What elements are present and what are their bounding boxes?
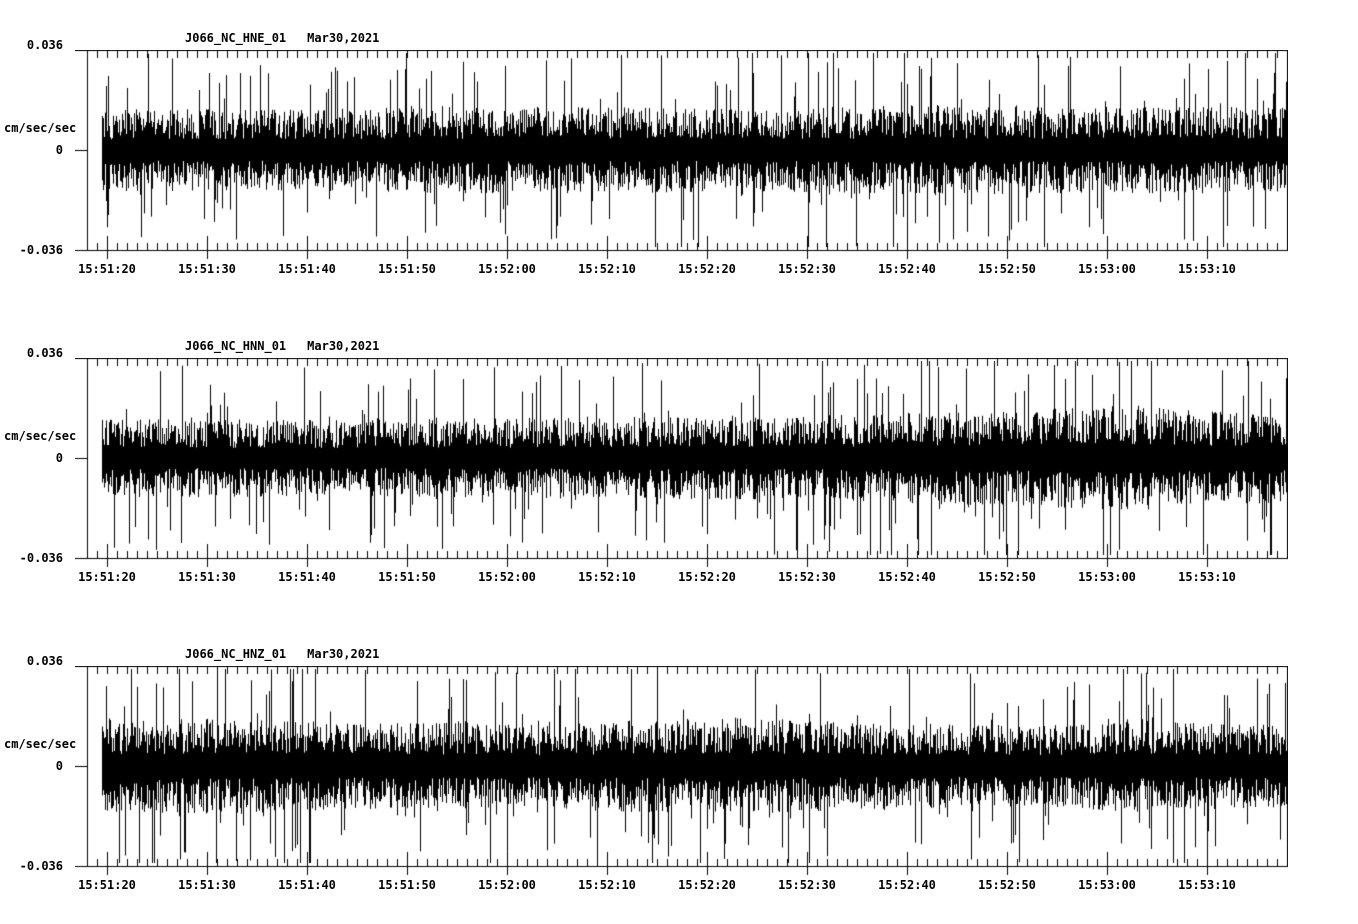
x-axis-tick-labels: 15:51:20 15:51:30 15:51:40 15:51:50 15:52:00… <box>78 878 1287 894</box>
x-axis-tick-label: 15:53:10 <box>1178 262 1236 276</box>
x-axis-tick-label: 15:51:50 <box>378 570 436 584</box>
y-axis-units-label: cm/sec/sec <box>4 121 77 135</box>
x-axis-tick-label: 15:52:50 <box>978 570 1036 584</box>
waveform-canvas-hnz <box>75 666 1288 882</box>
x-axis-tick-label: 15:51:40 <box>278 570 336 584</box>
x-axis-tick-label: 15:52:40 <box>878 570 936 584</box>
x-axis-tick-label: 15:52:00 <box>478 878 536 892</box>
x-axis-tick-label: 15:52:30 <box>778 570 836 584</box>
x-axis-tick-label: 15:52:20 <box>678 570 736 584</box>
x-axis-tick-label: 15:51:30 <box>178 570 236 584</box>
panel-title: J066_NC_HNZ_01 Mar30,2021 <box>185 647 379 662</box>
x-axis-tick-label: 15:52:10 <box>578 262 636 276</box>
x-axis-tick-label: 15:53:00 <box>1078 262 1136 276</box>
x-axis-tick-label: 15:51:50 <box>378 262 436 276</box>
x-axis-tick-label: 15:51:20 <box>78 878 136 892</box>
x-axis-tick-label: 15:52:10 <box>578 570 636 584</box>
trace-id-label: J066_NC_HNE_01 <box>185 31 287 45</box>
x-axis-tick-labels: 15:51:20 15:51:30 15:51:40 15:51:50 15:52:00… <box>78 262 1287 278</box>
x-axis-tick-label: 15:53:00 <box>1078 878 1136 892</box>
x-axis-tick-label: 15:51:30 <box>178 262 236 276</box>
x-axis-tick-label: 15:52:30 <box>778 262 836 276</box>
trace-id-label: J066_NC_HNZ_01 <box>185 647 287 661</box>
panel-title: J066_NC_HNN_01 Mar30,2021 <box>185 339 379 354</box>
x-axis-tick-label: 15:52:00 <box>478 262 536 276</box>
x-axis-tick-label: 15:53:10 <box>1178 570 1236 584</box>
x-axis-tick-label: 15:51:40 <box>278 878 336 892</box>
y-axis-min-label: -0.036 <box>19 859 63 873</box>
y-axis-zero-label: 0 <box>55 759 63 773</box>
panel-title: J066_NC_HNE_01 Mar30,2021 <box>185 31 379 46</box>
x-axis-tick-label: 15:51:20 <box>78 570 136 584</box>
x-axis-tick-label: 15:51:40 <box>278 262 336 276</box>
x-axis-tick-label: 15:51:50 <box>378 878 436 892</box>
x-axis-tick-label: 15:53:00 <box>1078 570 1136 584</box>
x-axis-tick-label: 15:52:20 <box>678 878 736 892</box>
date-label: Mar30,2021 <box>307 31 380 45</box>
x-axis-tick-label: 15:51:20 <box>78 262 136 276</box>
x-axis-tick-label: 15:52:40 <box>878 262 936 276</box>
x-axis-tick-label: 15:52:10 <box>578 878 636 892</box>
x-axis-tick-label: 15:52:20 <box>678 262 736 276</box>
date-label: Mar30,2021 <box>307 339 380 353</box>
trace-id-label: J066_NC_HNN_01 <box>185 339 287 353</box>
y-axis-zero-label: 0 <box>55 451 63 465</box>
x-axis-tick-label: 15:52:50 <box>978 262 1036 276</box>
x-axis-tick-label: 15:52:30 <box>778 878 836 892</box>
y-axis-max-label: 0.036 <box>26 654 63 668</box>
x-axis-tick-label: 15:51:30 <box>178 878 236 892</box>
waveform-canvas-hne <box>75 50 1288 266</box>
y-axis-zero-label: 0 <box>55 143 63 157</box>
y-axis-min-label: -0.036 <box>19 243 63 257</box>
x-axis-tick-label: 15:52:40 <box>878 878 936 892</box>
waveform-canvas-hnn <box>75 358 1288 574</box>
x-axis-tick-label: 15:52:50 <box>978 878 1036 892</box>
x-axis-tick-labels: 15:51:20 15:51:30 15:51:40 15:51:50 15:52:00… <box>78 570 1287 586</box>
y-axis-units-label: cm/sec/sec <box>4 429 77 443</box>
date-label: Mar30,2021 <box>307 647 380 661</box>
y-axis-units-label: cm/sec/sec <box>4 737 77 751</box>
y-axis-max-label: 0.036 <box>26 38 63 52</box>
y-axis-min-label: -0.036 <box>19 551 63 565</box>
y-axis-max-label: 0.036 <box>26 346 63 360</box>
x-axis-tick-label: 15:52:00 <box>478 570 536 584</box>
x-axis-tick-label: 15:53:10 <box>1178 878 1236 892</box>
